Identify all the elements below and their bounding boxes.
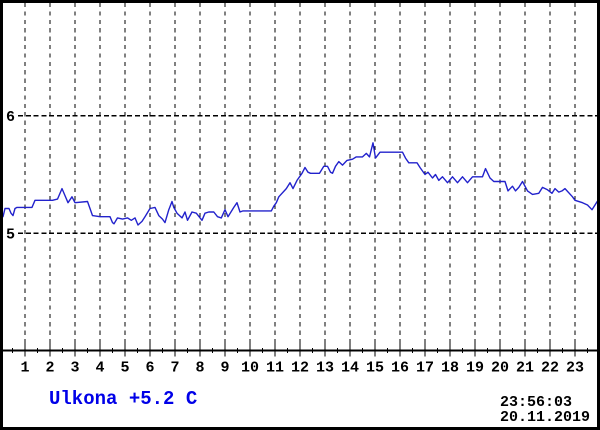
x-axis-tick-label: 4 [95, 360, 104, 377]
clock-date: 20.11.2019 [500, 409, 591, 426]
x-axis-tick-label: 21 [516, 360, 534, 377]
x-axis-tick-label: 1 [20, 360, 29, 377]
x-axis-tick-label: 11 [266, 360, 284, 377]
y-axis-tick-label: 6 [6, 109, 15, 126]
x-axis-tick-label: 3 [70, 360, 79, 377]
x-axis-tick-label: 23 [566, 360, 584, 377]
x-axis-tick-label: 2 [45, 360, 54, 377]
x-axis-tick-label: 12 [291, 360, 309, 377]
x-axis-tick-label: 5 [120, 360, 129, 377]
x-axis-tick-label: 7 [170, 360, 179, 377]
x-axis-tick-label: 8 [195, 360, 204, 377]
x-axis-tick-label: 18 [441, 360, 459, 377]
x-axis-tick-label: 17 [416, 360, 434, 377]
x-axis-tick-label: 10 [241, 360, 259, 377]
x-axis-tick-label: 14 [341, 360, 359, 377]
x-axis-tick-label: 22 [541, 360, 559, 377]
x-axis-tick-label: 19 [466, 360, 484, 377]
temperature-line [2, 142, 599, 226]
sensor-reading-label: Ulkona +5.2 C [49, 388, 198, 410]
x-axis-tick-label: 13 [316, 360, 334, 377]
x-axis-tick-label: 6 [145, 360, 154, 377]
x-axis-tick-label: 9 [220, 360, 229, 377]
x-axis-tick-label: 16 [391, 360, 409, 377]
x-axis-tick-label: 15 [366, 360, 384, 377]
x-axis-tick-label: 20 [491, 360, 509, 377]
y-axis-tick-label: 5 [6, 227, 15, 244]
clock-time: 23:56:03 [500, 394, 573, 411]
